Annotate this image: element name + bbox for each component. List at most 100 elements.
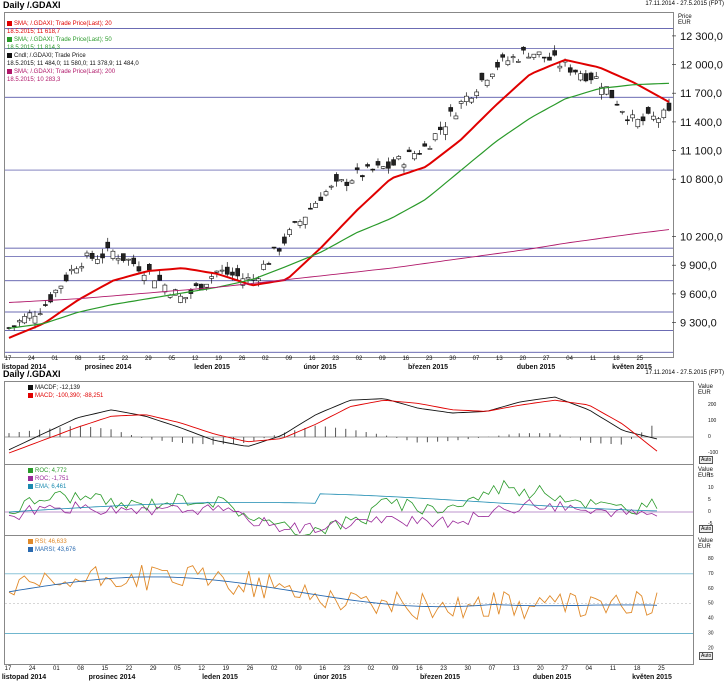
legend-entry[interactable]: RSI; 46,633 xyxy=(28,538,76,546)
legend-entry[interactable]: MACDF; -12,139 xyxy=(28,384,103,392)
candle-body xyxy=(89,253,95,259)
roc-axis-unit-line1: Value xyxy=(698,467,713,473)
legend-label: SMA; /.GDAXI; Trade Price(Last); 200 xyxy=(14,69,116,75)
candle-body xyxy=(484,79,490,86)
rsi-chart[interactable] xyxy=(5,536,693,664)
date-tick-label: 05 xyxy=(174,666,181,672)
macd-line xyxy=(8,399,658,454)
candle-body xyxy=(588,72,594,81)
date-tick-label: 04 xyxy=(585,666,592,672)
candle-body xyxy=(79,266,85,269)
date-tick-label: 30 xyxy=(449,356,456,362)
candle-body xyxy=(619,110,625,113)
rsi-axis: 80 70 60 50 40 30 20 xyxy=(708,556,714,652)
date-tick-label: 22 xyxy=(122,356,129,362)
date-tick-label: 16 xyxy=(309,356,316,362)
roc-chart[interactable] xyxy=(5,465,693,537)
macd-chart[interactable] xyxy=(5,382,693,464)
roc-auto-button[interactable]: Auto xyxy=(699,525,714,533)
candle-body xyxy=(339,179,344,182)
candle-body xyxy=(474,91,480,96)
price-tick-label: 11 700,0 xyxy=(680,88,722,100)
date-tick-label: 16 xyxy=(319,666,326,672)
date-tick-label: 17 xyxy=(5,356,12,362)
date-tick-label: 07 xyxy=(489,666,496,672)
legend-entry[interactable]: MARSI; 43,676 xyxy=(28,546,76,554)
legend-entry[interactable]: Cndl; /.GDAXI; Trade Price xyxy=(7,52,139,60)
month-label: prosinec 2014 xyxy=(89,674,136,681)
roc-axis-unit: Value EUR xyxy=(698,467,713,479)
roc-panel[interactable] xyxy=(4,464,694,537)
macd-auto-button[interactable]: Auto xyxy=(699,456,714,464)
roc-line xyxy=(8,479,658,537)
legend-entry[interactable]: MACD; -100,390; -88,251 xyxy=(28,392,103,400)
candle-body xyxy=(22,316,27,324)
legend-label: SMA; /.GDAXI; Trade Price(Last); 50 xyxy=(14,37,112,43)
legend-entry[interactable]: ROC; 4,772 xyxy=(28,467,69,475)
legend-entry[interactable]: SMA; /.GDAXI; Trade Price(Last); 200 xyxy=(7,68,139,76)
rsi-axis-unit: Value EUR xyxy=(698,538,713,550)
candle-body xyxy=(115,258,121,261)
price-tick-label: 9 300,0 xyxy=(680,318,717,330)
macd-axis: 200 100 0 -100 xyxy=(708,402,718,456)
date-tick-label: 18 xyxy=(634,666,641,672)
legend-entry[interactable]: EMA; 6,461 xyxy=(28,483,69,491)
date-tick-label: 23 xyxy=(440,666,447,672)
macd-panel[interactable] xyxy=(4,381,694,465)
macd-tick-label: 0 xyxy=(708,434,711,440)
candle-body xyxy=(396,156,402,160)
date-tick-label: 15 xyxy=(98,356,105,362)
main-title-bar: Daily /.GDAXI 17.11.2014 - 27.5.2015 (FP… xyxy=(0,0,728,12)
price-chart[interactable] xyxy=(5,13,673,357)
sma-line xyxy=(8,58,670,339)
candle-body xyxy=(661,109,667,118)
month-label: leden 2015 xyxy=(202,674,238,681)
candle-body xyxy=(95,259,100,264)
candle-body xyxy=(521,46,526,51)
date-tick-label: 27 xyxy=(543,356,550,362)
candle-body xyxy=(609,89,615,99)
date-tick-label: 19 xyxy=(222,666,229,672)
candle-body xyxy=(17,320,22,323)
legend-swatch xyxy=(7,68,12,74)
candle-body xyxy=(69,268,74,272)
date-tick-label: 11 xyxy=(590,356,597,362)
legend-value: 18.5.2015; 10 283,3 xyxy=(7,77,61,83)
candle-body xyxy=(593,76,599,79)
date-tick-label: 02 xyxy=(271,666,278,672)
candle-body xyxy=(172,289,178,296)
macd-axis-unit-line2: EUR xyxy=(698,390,711,396)
date-tick-label: 25 xyxy=(658,666,665,672)
legend-swatch xyxy=(7,20,12,26)
candle-body xyxy=(302,216,308,225)
rsi-tick-label: 30 xyxy=(708,631,714,637)
candle-body xyxy=(360,175,365,178)
price-panel[interactable] xyxy=(4,12,674,358)
legend-label: MARSI; 43,676 xyxy=(35,547,76,553)
month-label: březen 2015 xyxy=(408,364,448,371)
rsi-panel[interactable] xyxy=(4,535,694,665)
candle-body xyxy=(552,50,557,56)
date-tick-label: 26 xyxy=(247,666,254,672)
candle-body xyxy=(469,97,474,103)
legend-entry[interactable]: ROC; -1,751 xyxy=(28,475,69,483)
candle-body xyxy=(63,274,69,282)
legend-value: 18.5.2015; 11 814,3 xyxy=(7,45,60,51)
candle-body xyxy=(110,250,116,259)
candle-body xyxy=(308,207,313,210)
candle-body xyxy=(640,116,646,122)
candle-body xyxy=(505,60,511,65)
legend-entry[interactable]: SMA; /.GDAXI; Trade Price(Last); 50 xyxy=(7,36,139,44)
candle-body xyxy=(531,53,537,58)
candle-body xyxy=(495,62,500,68)
price-date-axis: 17 24 01 08 15 22 29 05 12 19 26 02 09 16 23 02 09 16 23 30… xyxy=(2,356,652,371)
legend-entry[interactable]: SMA; /.GDAXI; Trade Price(Last); 20 xyxy=(7,20,139,28)
date-tick-label: 02 xyxy=(368,666,375,672)
rsi-auto-button[interactable]: Auto xyxy=(699,652,714,660)
roc-line xyxy=(8,498,658,534)
candle-body xyxy=(43,304,48,306)
rsi-line xyxy=(8,576,658,608)
month-label: prosinec 2014 xyxy=(85,364,132,371)
candle-body xyxy=(136,266,142,272)
